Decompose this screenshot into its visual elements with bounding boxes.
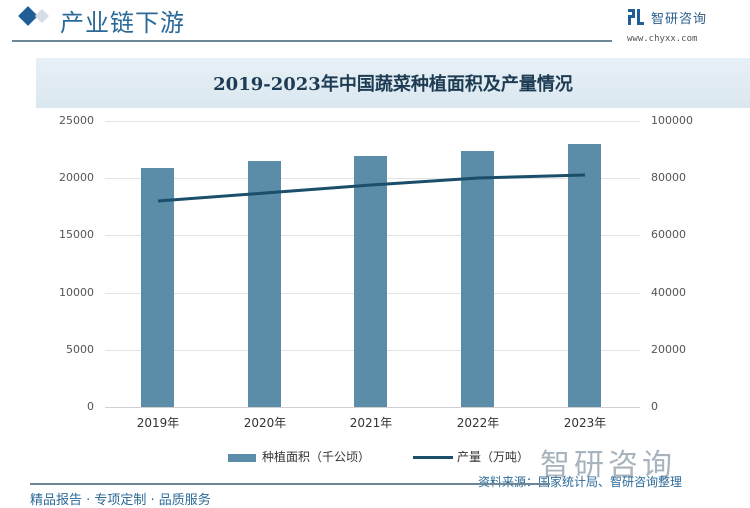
bar-2020 <box>248 161 281 407</box>
y-right-tick: 40000 <box>651 286 686 299</box>
x-tick: 2021年 <box>349 416 393 430</box>
y-left-tick: 20000 <box>59 171 94 184</box>
y-right-tick: 100000 <box>651 114 693 127</box>
brand-logo: 智研咨询 www.chyxx.com <box>627 8 750 48</box>
logo-text: 智研咨询 <box>651 12 708 27</box>
footer-slogan: 精品报告 · 专项定制 · 品质服务 <box>30 493 211 508</box>
bar-swatch-icon <box>228 453 256 462</box>
logo-url: www.chyxx.com <box>627 34 698 44</box>
x-tick: 2022年 <box>456 416 500 430</box>
y-left-tick: 5000 <box>66 343 94 356</box>
gridline <box>105 121 640 122</box>
legend-label: 产量（万吨） <box>457 450 530 464</box>
y-right-tick: 20000 <box>651 343 686 356</box>
brand-watermark: 智研咨询 <box>540 448 676 483</box>
chart-title-band: 2019-2023年中国蔬菜种植面积及产量情况 <box>36 58 750 108</box>
y-right-tick: 80000 <box>651 171 686 184</box>
bar-2023 <box>568 144 601 407</box>
x-tick: 2019年 <box>136 416 180 430</box>
y-left-tick: 0 <box>87 400 94 413</box>
section-title: 产业链下游 <box>60 9 185 37</box>
bar-2021 <box>354 156 387 407</box>
legend-item-production: 产量（万吨） <box>413 448 529 465</box>
x-tick: 2023年 <box>563 416 607 430</box>
footer-divider <box>30 483 550 485</box>
y-left-tick: 25000 <box>59 114 94 127</box>
line-swatch-icon <box>413 456 453 459</box>
logo-mark-icon <box>628 9 644 25</box>
header-divider <box>12 40 612 42</box>
legend-item-area: 种植面积（千公顷） <box>228 448 370 465</box>
bar-2022 <box>461 151 494 407</box>
y-left-tick: 15000 <box>59 228 94 241</box>
y-right-tick: 0 <box>651 400 658 413</box>
legend-label: 种植面积（千公顷） <box>262 450 371 464</box>
header: 产业链下游 智研咨询 www.chyxx.com <box>0 0 750 50</box>
chart-title: 2019-2023年中国蔬菜种植面积及产量情况 <box>213 74 573 95</box>
source-note: 资料来源：国家统计局、智研咨询整理 <box>478 475 683 489</box>
x-axis-line <box>105 407 640 408</box>
y-left-tick: 10000 <box>59 286 94 299</box>
y-right-tick: 60000 <box>651 228 686 241</box>
bar-2019 <box>141 168 174 407</box>
x-tick: 2020年 <box>243 416 287 430</box>
